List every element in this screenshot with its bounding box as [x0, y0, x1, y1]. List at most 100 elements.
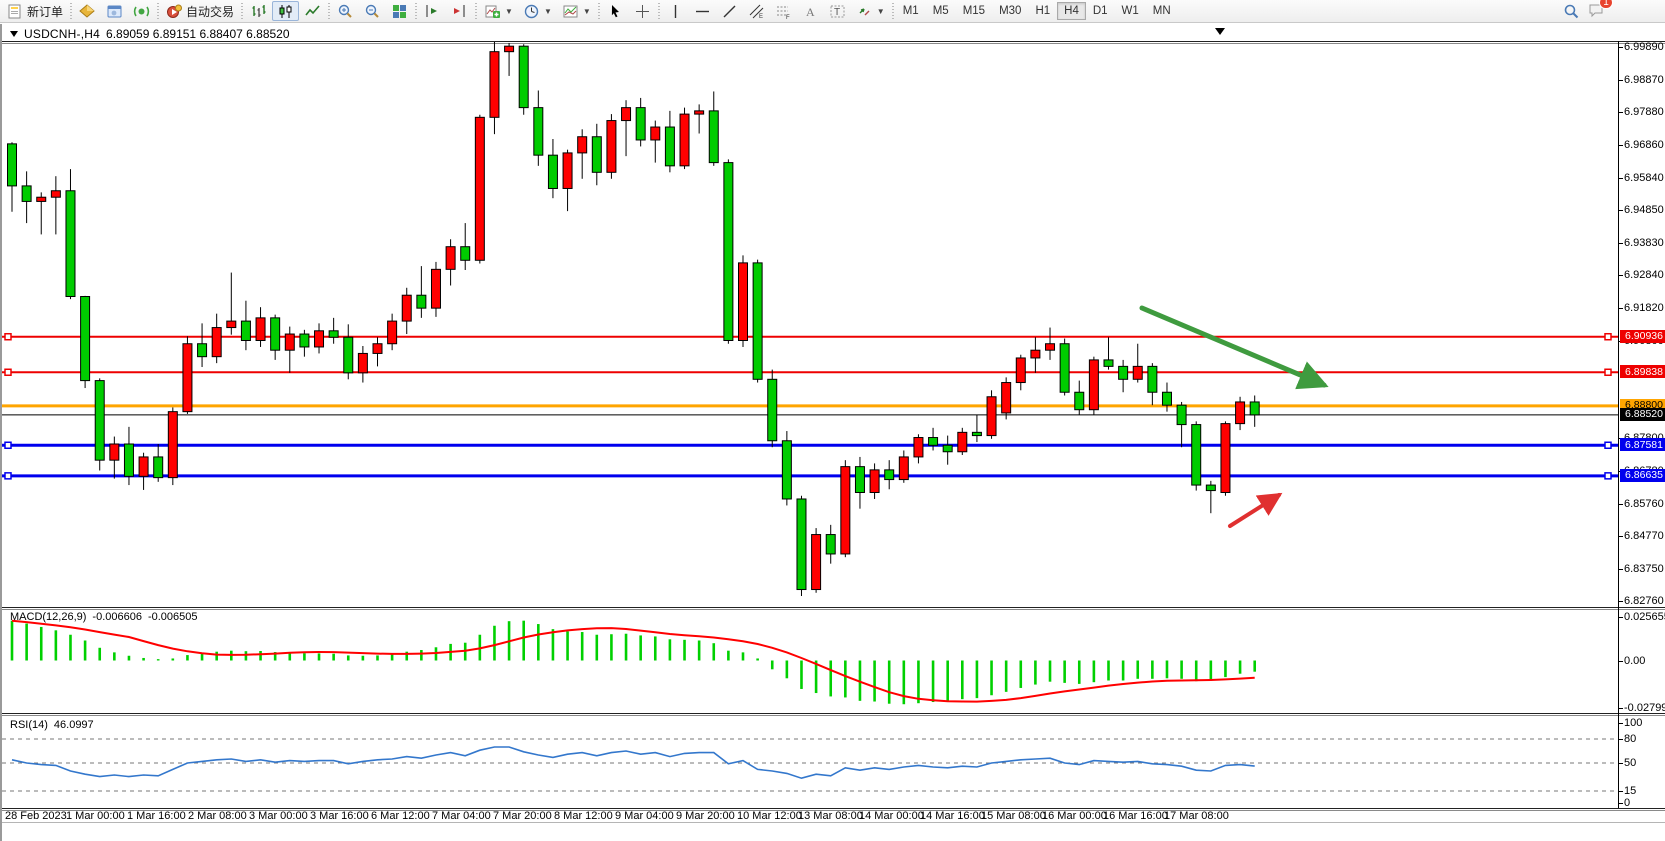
horizontal-line-button[interactable]	[689, 1, 716, 21]
text-button[interactable]: A	[797, 1, 824, 21]
periods-button[interactable]: ▼	[518, 1, 557, 21]
chart-title-ohlc: 6.89059 6.89151 6.88407 6.88520	[106, 27, 290, 41]
zoom-out-button[interactable]	[359, 1, 386, 21]
candlestick	[1191, 421, 1202, 491]
notifications-button[interactable]: 1	[1588, 0, 1613, 21]
channel-button[interactable]: E	[743, 1, 770, 21]
timeframe-h4[interactable]: H4	[1057, 2, 1086, 20]
main-chart-pane	[2, 41, 1618, 597]
line-handle[interactable]	[4, 368, 12, 377]
auto-scroll-button[interactable]	[419, 1, 446, 21]
candle-body	[474, 116, 485, 261]
timeframe-mn[interactable]: MN	[1152, 5, 1171, 17]
text-label-button[interactable]: T	[824, 1, 851, 21]
candlestick-chart-button[interactable]	[272, 1, 300, 21]
chart-shift-button[interactable]	[446, 1, 473, 21]
timeframe-w1[interactable]: W1	[1121, 5, 1139, 17]
timeframe-group: M1 M5 M15 M30 H1 H4 D1 W1 MN	[896, 2, 1178, 20]
candle-body	[197, 343, 208, 358]
price-tick-label: 6.94850	[1624, 204, 1664, 217]
fibonacci-button[interactable]: F	[770, 1, 797, 21]
svg-text:E: E	[759, 14, 763, 20]
chart-shift-marker[interactable]	[1215, 28, 1225, 35]
arrows-objects-button[interactable]: ▼	[851, 1, 890, 21]
candlestick	[898, 450, 909, 483]
rsi-line	[11, 746, 1255, 780]
line-handle[interactable]	[1604, 332, 1612, 341]
candlestick	[430, 261, 441, 317]
price-tick-label: 6.91820	[1624, 302, 1664, 315]
timeframe-m15[interactable]: M15	[962, 5, 986, 17]
templates-button[interactable]: ▼	[557, 1, 596, 21]
line-handle[interactable]	[1604, 472, 1612, 480]
cursor-button[interactable]	[602, 1, 629, 21]
price-tick-label: 6.82760	[1624, 595, 1664, 608]
line-handle[interactable]	[4, 332, 12, 341]
candle-body	[299, 333, 310, 348]
time-axis-label: 16 Mar 16:00	[1103, 810, 1168, 822]
line-handle[interactable]	[4, 472, 12, 480]
macd-signal-line	[11, 619, 1255, 703]
crosshair-button[interactable]	[629, 1, 656, 21]
candlestick	[752, 259, 763, 383]
line-handle[interactable]	[4, 441, 12, 450]
timeframe-m1[interactable]: M1	[902, 5, 919, 17]
data-window-button[interactable]	[101, 1, 128, 21]
candlestick	[811, 528, 822, 593]
rsi-tick-label: 100	[1624, 717, 1643, 729]
candlestick	[138, 452, 149, 490]
window-bottom-line	[2, 822, 1665, 823]
bar-chart-button[interactable]	[245, 1, 272, 21]
candlestick	[123, 426, 134, 486]
candlestick	[7, 142, 17, 212]
trendline-button[interactable]	[716, 1, 743, 21]
candlestick	[562, 149, 573, 212]
candle-body	[562, 152, 573, 189]
timeframe-m5[interactable]: M5	[932, 5, 949, 17]
toolbar-right: 1	[1563, 0, 1665, 21]
indicators-icon	[484, 3, 501, 20]
zoom-in-button[interactable]	[332, 1, 359, 21]
trendline-icon	[721, 3, 738, 20]
candlestick	[1235, 396, 1246, 431]
svg-text:A: A	[806, 5, 815, 19]
candlestick	[328, 317, 339, 344]
current-price-badge: 6.88520	[1620, 407, 1665, 421]
candlestick	[1147, 363, 1158, 406]
templates-icon	[562, 3, 579, 20]
timeframe-m30[interactable]: M30	[999, 5, 1022, 17]
candle-body	[825, 534, 836, 555]
candlestick	[182, 336, 193, 414]
tile-windows-button[interactable]	[386, 1, 413, 21]
time-axis-label: 17 Mar 08:00	[1164, 810, 1229, 822]
up-bounce-arrow[interactable]	[1228, 492, 1283, 528]
line-handle[interactable]	[1604, 441, 1612, 450]
candle-body	[957, 431, 968, 453]
candlestick	[694, 104, 705, 134]
line-handle[interactable]	[1604, 368, 1612, 377]
candlestick	[869, 463, 880, 499]
candlestick	[986, 390, 997, 439]
autotrading-button[interactable]: 自动交易	[161, 1, 239, 21]
rsi-label-row: RSI(14) 46.0997	[10, 719, 94, 731]
candlestick	[840, 460, 851, 558]
timeframe-h1[interactable]: H1	[1035, 5, 1051, 17]
channel-icon: E	[748, 3, 765, 20]
vertical-line-button[interactable]	[662, 1, 689, 21]
data-window-icon	[106, 3, 123, 20]
down-trend-arrow[interactable]	[1139, 305, 1329, 390]
time-axis-label: 7 Mar 20:00	[493, 810, 552, 822]
navigator-button[interactable]	[128, 1, 155, 21]
search-icon[interactable]	[1563, 3, 1580, 20]
candle-body	[1147, 365, 1158, 393]
indicators-button[interactable]: ▼	[479, 1, 518, 21]
candle-body	[50, 190, 61, 198]
timeframe-d1[interactable]: D1	[1092, 5, 1108, 17]
market-watch-button[interactable]	[74, 1, 101, 21]
new-order-button[interactable]: 新订单	[2, 1, 68, 21]
new-order-icon	[7, 3, 24, 20]
candlestick	[211, 313, 222, 364]
chart-menu-icon[interactable]	[10, 31, 18, 37]
line-chart-button[interactable]	[299, 1, 326, 21]
toolbar-separator	[157, 3, 160, 19]
